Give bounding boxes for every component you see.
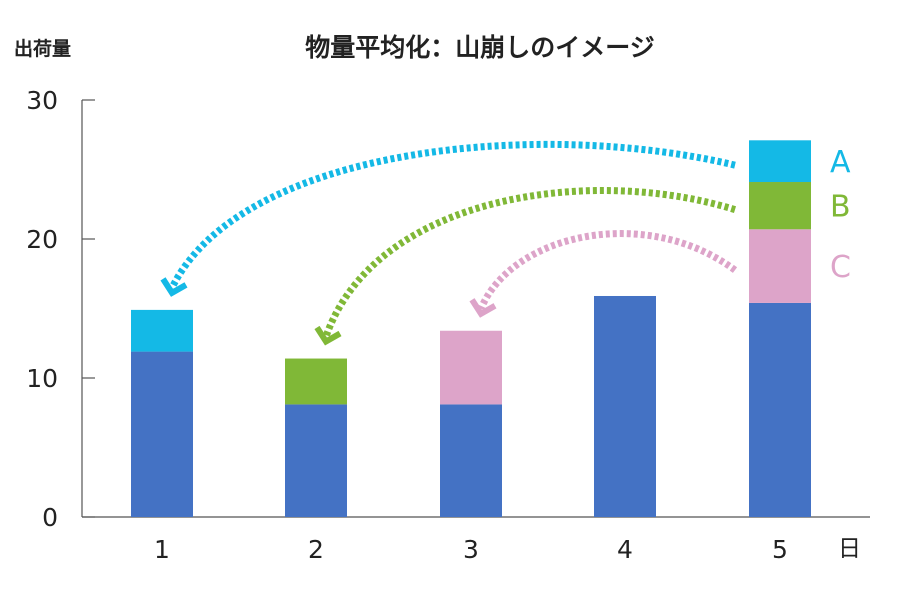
x-tick-label: 1 <box>154 535 170 564</box>
bar-segment-base <box>285 404 347 517</box>
bar-segment-base <box>131 351 193 517</box>
y-tick-label: 30 <box>26 86 58 115</box>
chart-title: 物量平均化：山崩しのイメージ <box>305 33 655 62</box>
y-tick-label: 0 <box>42 503 58 532</box>
legend: ABC <box>830 145 851 285</box>
bar-segment-base <box>749 302 811 517</box>
arrowhead-a <box>160 277 188 297</box>
y-tick-labels: 0 10 20 30 <box>26 86 58 532</box>
x-axis-label: 日 <box>838 536 861 562</box>
move-arrows <box>160 140 738 346</box>
arrow-b <box>322 187 737 338</box>
arrow-c <box>477 230 738 311</box>
arrowhead-b <box>314 325 342 346</box>
y-tick-label: 20 <box>26 225 58 254</box>
bars <box>131 140 811 517</box>
arrowhead-c <box>469 298 497 318</box>
bar-segment-a <box>131 309 193 352</box>
bar-segment-b <box>749 182 811 230</box>
x-tick-label: 5 <box>772 535 788 564</box>
x-tick-labels: 1 2 3 4 5 <box>154 535 788 564</box>
bar-segment-a <box>749 140 811 183</box>
legend-entry: B <box>830 190 851 225</box>
bar-segment-b <box>285 358 347 405</box>
y-tick-label: 10 <box>26 364 58 393</box>
bar-segment-base <box>594 295 656 517</box>
legend-entry: A <box>830 145 851 180</box>
y-axis-label: 出荷量 <box>14 37 71 60</box>
x-tick-label: 2 <box>308 535 324 564</box>
arrow-a <box>168 140 736 290</box>
bar-segment-c <box>440 330 502 405</box>
bar-segment-base <box>440 404 502 517</box>
bar-segment-c <box>749 229 811 303</box>
legend-entry: C <box>830 250 851 285</box>
x-tick-label: 4 <box>617 535 633 564</box>
x-tick-label: 3 <box>463 535 479 564</box>
